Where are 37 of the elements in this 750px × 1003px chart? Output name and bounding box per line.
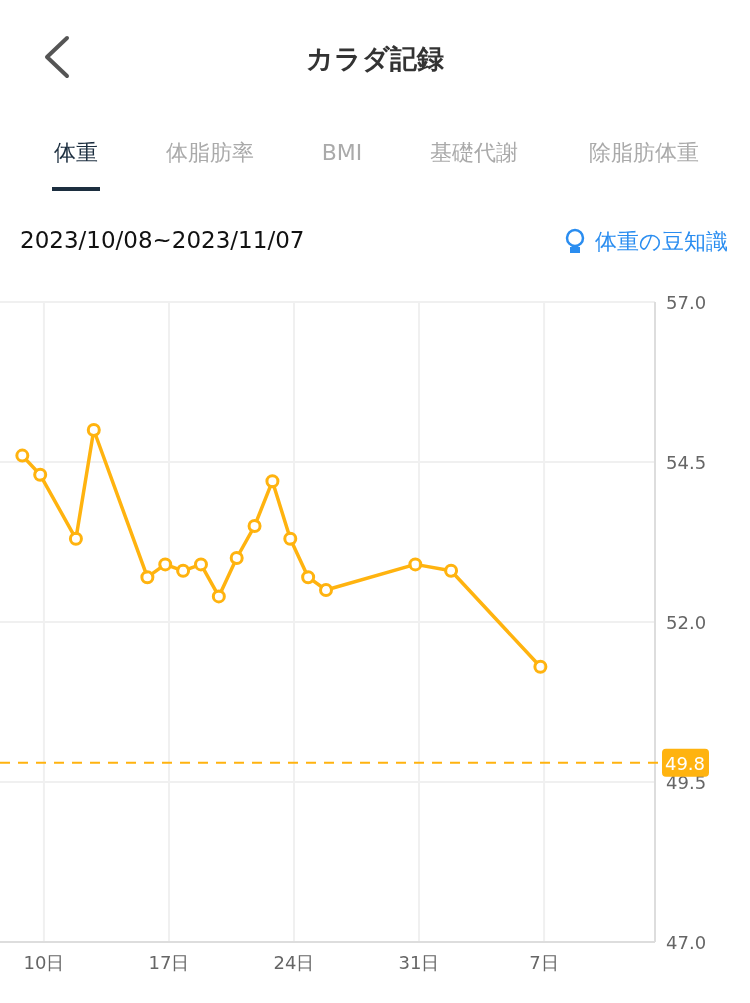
chart-title: カラダ記録 [306,43,444,74]
point [158,557,173,572]
point [68,531,83,546]
x-tick-label: 24日 [273,952,315,973]
chart-subtitle: 2023/10/08~2023/11/07 [20,227,305,253]
point [444,563,459,578]
x-tick-label: 10日 [23,952,65,973]
point [265,474,280,489]
y-tick-label: 57.0 [666,292,707,313]
y-tick-label: 47.0 [666,932,707,953]
text: BMI [321,140,363,165]
point [211,589,226,604]
point [15,448,30,463]
text: 体脂肪率 [166,140,254,165]
y-tick-label: 54.5 [666,452,707,473]
x-tick-label: 17日 [148,952,190,973]
point [140,570,155,585]
y-tick-label: 52.0 [666,612,707,633]
point [319,583,334,597]
point [283,531,298,546]
ref-line-label: 49.8 [664,752,706,774]
point [193,557,208,572]
point [533,659,548,674]
text: 体重の豆知識 [595,229,728,254]
x-tick-label: 31日 [398,952,440,973]
text: 除脂肪体重 [589,140,699,165]
x-tick-label: 7日 [529,952,559,973]
point [408,557,423,572]
point [301,570,316,585]
point [247,519,262,533]
point [86,423,101,437]
point [229,551,244,565]
point [176,563,191,578]
text: 基礎代謝 [430,140,518,165]
y-tick-label: 49.5 [666,772,707,793]
text: 体重 [54,140,98,165]
point [33,467,48,482]
